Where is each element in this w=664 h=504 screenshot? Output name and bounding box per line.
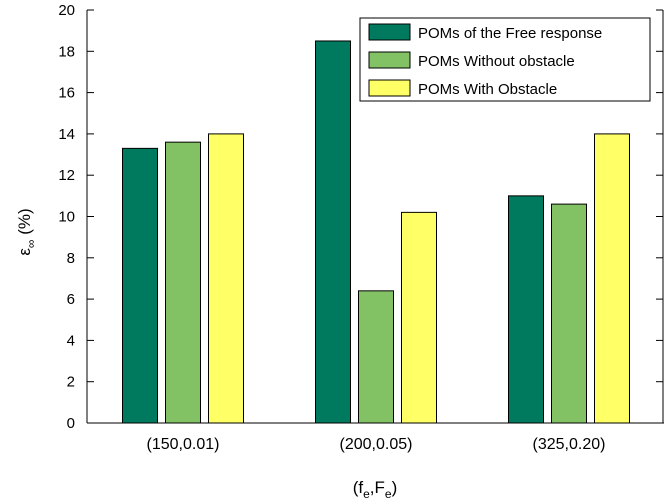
bar-1-1	[359, 291, 394, 423]
y-tick-label-10: 20	[58, 2, 75, 19]
bar-0-1	[166, 142, 201, 423]
legend-label-without-obstacle: POMs Without obstacle	[418, 53, 575, 70]
x-axis-label: (fe,Fe)	[353, 478, 398, 501]
bar-0-2	[209, 134, 244, 423]
bar-1-2	[402, 212, 437, 423]
bar-1-0	[316, 41, 351, 423]
y-tick-label-1: 2	[67, 374, 75, 391]
y-axis-label: ε∞ (%)	[15, 208, 38, 255]
legend-swatch-free-response	[369, 24, 410, 40]
bar-2-2	[595, 134, 630, 423]
legend: POMs of the Free response POMs Without o…	[360, 18, 650, 101]
legend-label-with-obstacle: POMs With Obstacle	[418, 81, 557, 98]
x-tick-label-2: (325,0.20)	[533, 436, 606, 453]
y-tick-label-2: 4	[67, 332, 75, 349]
bar-2-1	[552, 204, 587, 423]
x-ticks: (150,0.01) (200,0.05) (325,0.20)	[147, 436, 606, 453]
y-tick-label-7: 14	[58, 126, 75, 143]
legend-swatch-without-obstacle	[369, 52, 410, 68]
legend-label-free-response: POMs of the Free response	[418, 25, 602, 42]
y-tick-label-6: 12	[58, 167, 75, 184]
y-tick-label-0: 0	[67, 415, 75, 432]
y-tick-label-9: 18	[58, 43, 75, 60]
legend-swatch-with-obstacle	[369, 80, 410, 96]
bar-0-0	[123, 148, 158, 423]
bar-2-0	[509, 196, 544, 423]
y-tick-label-4: 8	[67, 250, 75, 267]
x-tick-label-0: (150,0.01)	[147, 436, 220, 453]
y-tick-label-8: 16	[58, 85, 75, 102]
x-tick-label-1: (200,0.05)	[340, 436, 413, 453]
y-tick-label-3: 6	[67, 291, 75, 308]
y-tick-label-5: 10	[58, 209, 75, 226]
